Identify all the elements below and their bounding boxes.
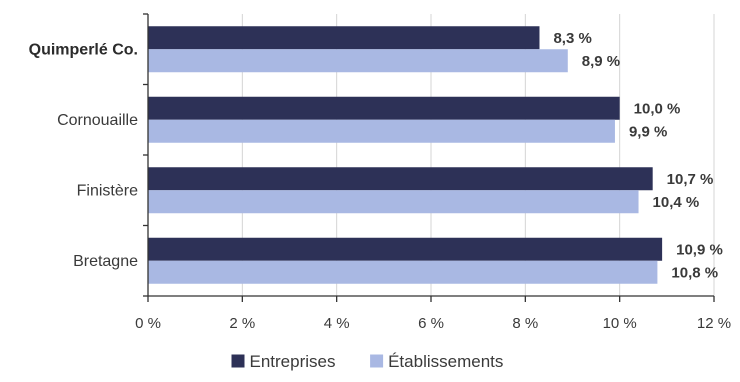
data-label: 8,9 % [582,53,620,70]
legend-label: Établissements [388,352,503,371]
data-label: 9,9 % [629,123,667,140]
data-label: 10,0 % [634,100,681,117]
x-tick-label: 2 % [229,315,255,332]
legend-swatch [231,354,245,368]
x-tick-label: 12 % [697,315,731,332]
x-tick-label: 0 % [135,315,161,332]
x-tick-label: 10 % [603,315,637,332]
bar-etablissements [148,119,615,143]
data-labels: 8,3 % 8,9 % 10,0 % 9,9 % 10,7 % 10,4 % 10,9 % 1… [553,30,722,282]
data-label: 10,7 % [667,171,714,188]
y-axis-ticks: Quimperlé Co. Cornouaille Finistère Bretagn… [29,13,148,297]
bar-etablissements [148,190,639,214]
bar-entreprises [148,96,620,120]
bar-etablissements [148,260,658,284]
category-label: Bretagne [73,253,138,270]
bar-entreprises [148,237,663,261]
x-axis-ticks: 0 % 2 % 4 % 6 % 8 % 10 % 12 % [135,296,731,332]
data-label: 10,9 % [676,241,723,258]
legend-swatch [370,354,384,368]
bar-entreprises [148,26,540,50]
bar-entreprises [148,167,653,191]
data-label: 10,4 % [653,194,700,211]
legend-label: Entreprises [250,352,336,371]
data-label: 10,8 % [671,264,718,281]
category-label: Quimperlé Co. [29,41,138,58]
category-label: Cornouaille [57,112,138,129]
x-tick-label: 4 % [324,315,350,332]
x-tick-label: 6 % [418,315,444,332]
x-tick-label: 8 % [512,315,538,332]
bar-etablissements [148,49,568,73]
category-label: Finistère [77,182,138,199]
bars [148,26,663,284]
legend: Entreprises Établissements [231,352,503,371]
data-label: 8,3 % [553,30,591,47]
